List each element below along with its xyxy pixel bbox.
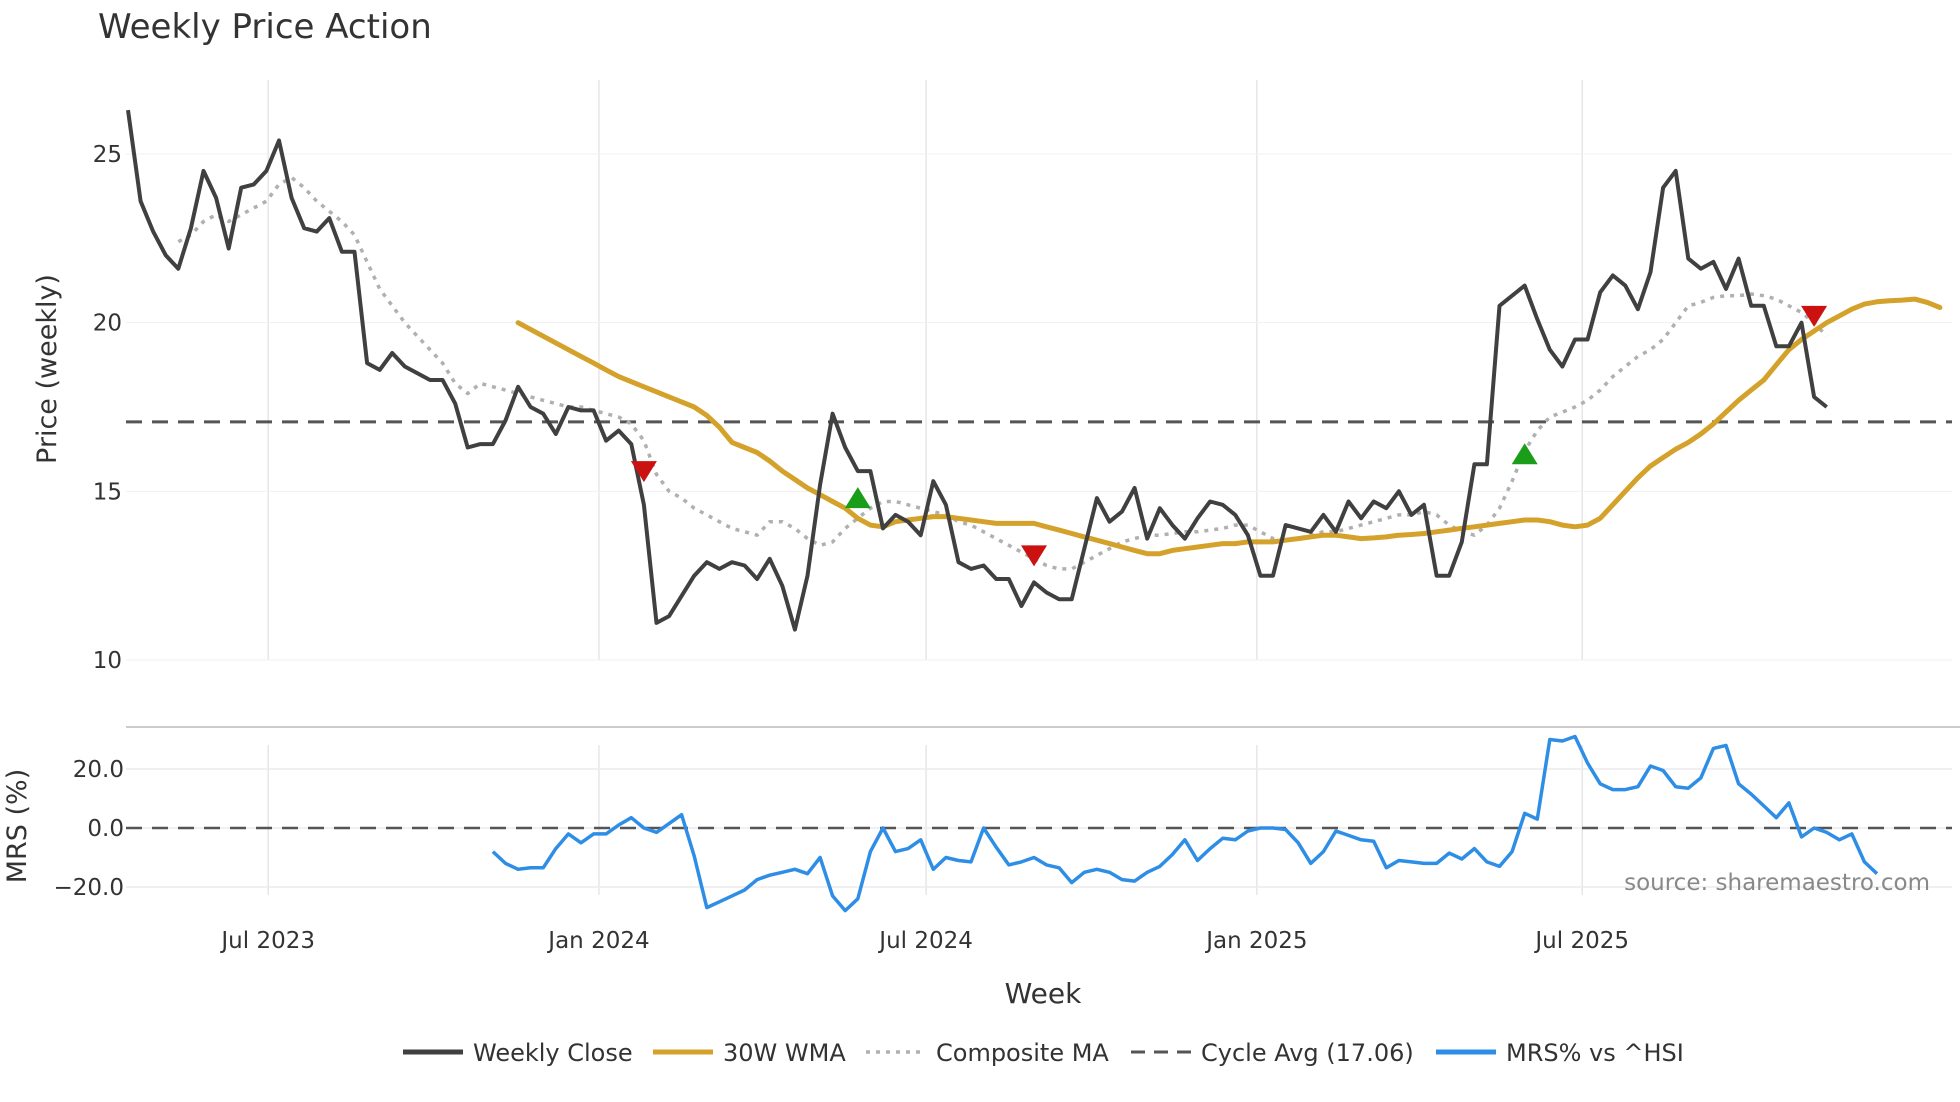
weekly-close-line: [126, 109, 1828, 632]
legend-label-composite: Composite MA: [936, 1039, 1109, 1067]
legend-label-cycle: Cycle Avg (17.06): [1201, 1039, 1414, 1067]
x-axis-label: Week: [1005, 977, 1082, 1010]
mrs-y-axis-label: MRS (%): [2, 769, 33, 884]
legend-label-mrs: MRS% vs ^HSI: [1506, 1039, 1684, 1067]
mrs-y-tick-label: 0.0: [87, 816, 124, 842]
price-panel-grid: [126, 80, 1952, 661]
buy-signal-marker: [1511, 443, 1538, 465]
data-points: [128, 110, 1940, 911]
legend-label-close: Weekly Close: [473, 1039, 633, 1067]
chart-title: Weekly Price Action: [98, 7, 432, 47]
x-tick-label: Jan 2025: [1204, 928, 1307, 954]
signal-markers: [630, 305, 1828, 567]
buy-signal-marker: [844, 487, 871, 509]
mrs-y-axis: −20.0 0.0 20.0: [54, 757, 124, 901]
mrs-y-tick-label: −20.0: [54, 875, 124, 901]
x-tick-label: Jul 2023: [219, 928, 315, 954]
x-tick-label: Jan 2024: [546, 928, 649, 954]
x-tick-label: Jul 2024: [877, 928, 973, 954]
x-tick-label: Jul 2025: [1533, 928, 1629, 954]
composite-ma-line: [177, 175, 1828, 571]
wma-30w-line: [515, 296, 1943, 557]
legend: Weekly Close 30W WMA Composite MA Cycle Avg…: [403, 1039, 1684, 1067]
sell-signal-marker: [1801, 305, 1828, 327]
sell-signal-marker: [1021, 545, 1047, 567]
source-note: source: sharemaestro.com: [1624, 870, 1930, 896]
mrs-line: [491, 734, 1879, 913]
price-y-tick-label: 20: [93, 311, 122, 337]
sell-signal-marker: [630, 461, 657, 483]
price-y-tick-label: 10: [93, 648, 122, 674]
price-y-axis-label: Price (weekly): [32, 274, 63, 464]
price-y-axis: 10 15 20 25: [93, 142, 122, 674]
mrs-y-tick-label: 20.0: [73, 757, 124, 783]
price-y-tick-label: 15: [93, 479, 122, 505]
x-axis: Jul 2023 Jan 2024 Jul 2024 Jan 2025 Jul 2025: [219, 928, 1629, 954]
legend-label-wma: 30W WMA: [723, 1039, 846, 1067]
price-y-tick-label: 25: [93, 142, 122, 168]
